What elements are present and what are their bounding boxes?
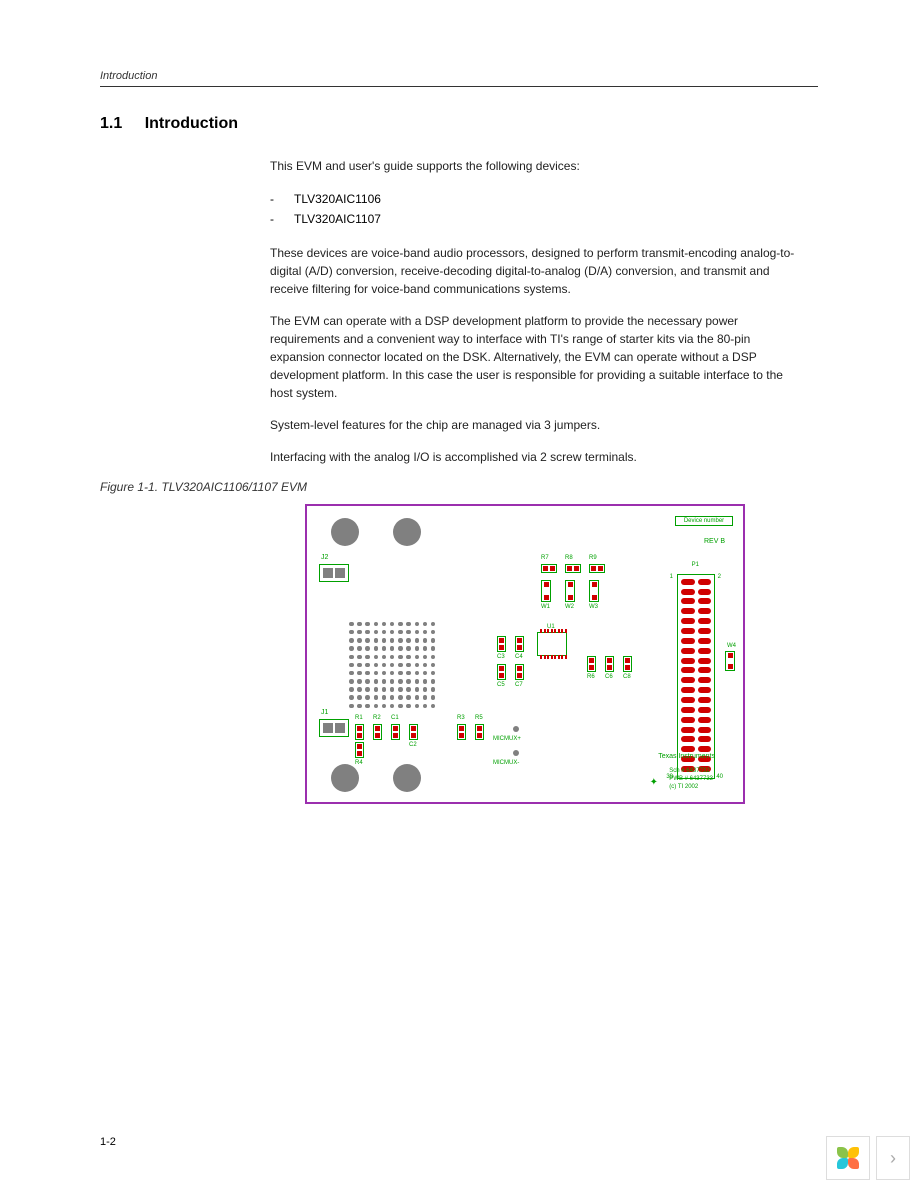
ti-company: Texas Instruments	[658, 753, 715, 760]
ic-label: U1	[547, 624, 555, 630]
ti-line: PWB # 6437733	[669, 776, 713, 784]
smd-component	[355, 742, 364, 758]
figure-caption: Figure 1-1. TLV320AIC1106/1107 EVM	[100, 480, 818, 494]
mounting-hole	[331, 518, 359, 546]
component-label: R9	[589, 555, 597, 561]
smd-component	[373, 724, 382, 740]
component-label: C1	[391, 715, 399, 721]
smd-component	[565, 564, 581, 573]
mounting-hole	[331, 764, 359, 792]
component-label: R3	[457, 715, 465, 721]
section-heading: 1.1 Introduction	[100, 115, 818, 133]
device-list: TLV320AIC1106 TLV320AIC1107	[270, 189, 808, 230]
component-label: J1	[321, 709, 328, 716]
smd-component	[565, 580, 575, 602]
screw-terminal	[319, 719, 349, 737]
component-label: C7	[515, 682, 523, 688]
smd-component	[587, 656, 596, 672]
pcb-rev-label: REV B	[704, 538, 725, 545]
smd-component	[409, 724, 418, 740]
pcb-board-diagram: Device number REV B U1 P1 1 2 39 40 W4 ✦…	[305, 504, 745, 804]
smd-component	[589, 580, 599, 602]
proto-area-grid	[349, 622, 438, 711]
component-label: C2	[409, 742, 417, 748]
list-item: TLV320AIC1106	[270, 189, 808, 209]
connector-label: P1	[692, 562, 699, 568]
component-label: C6	[605, 674, 613, 680]
viewer-controls: ›	[826, 1136, 910, 1180]
pin-label: 1	[670, 574, 673, 580]
page-content: Introduction 1.1 Introduction This EVM a…	[0, 0, 918, 844]
smd-component	[475, 724, 484, 740]
list-item: TLV320AIC1107	[270, 209, 808, 229]
component-label: R2	[373, 715, 381, 721]
ti-line: (c) TI 2002	[669, 784, 713, 792]
ic-u1	[537, 632, 567, 656]
pcb-title-box: Device number	[675, 516, 733, 526]
component-label: W4	[727, 643, 736, 649]
smd-component	[497, 664, 506, 680]
net-label: MICMUX-	[493, 760, 519, 766]
smd-component	[457, 724, 466, 740]
ti-logo-icon: ✦	[650, 777, 658, 788]
smd-component	[541, 580, 551, 602]
section-title: Introduction	[145, 115, 238, 132]
component-label: R5	[475, 715, 483, 721]
component-label: C8	[623, 674, 631, 680]
ti-line: Sch # 6437732	[669, 768, 713, 776]
screw-terminal	[319, 564, 349, 582]
figure-container: Device number REV B U1 P1 1 2 39 40 W4 ✦…	[305, 504, 818, 804]
component-label: W2	[565, 604, 574, 610]
page-number: 1-2	[100, 1136, 116, 1148]
component-label: R8	[565, 555, 573, 561]
component-label: R7	[541, 555, 549, 561]
smd-component	[605, 656, 614, 672]
paragraph: The EVM can operate with a DSP developme…	[270, 312, 808, 402]
intro-paragraph: This EVM and user's guide supports the f…	[270, 157, 808, 175]
paragraph: Interfacing with the analog I/O is accom…	[270, 448, 808, 466]
component-label: W1	[541, 604, 550, 610]
component-label: R4	[355, 760, 363, 766]
header-rule	[100, 86, 818, 87]
smd-component	[541, 564, 557, 573]
next-page-button[interactable]: ›	[876, 1136, 910, 1180]
pin-label: 40	[716, 774, 723, 780]
component-label: W3	[589, 604, 598, 610]
body-text: This EVM and user's guide supports the f…	[270, 157, 808, 466]
running-header: Introduction	[100, 70, 818, 82]
ti-info-block: Sch # 6437732 PWB # 6437733 (c) TI 2002	[669, 768, 713, 791]
smd-component	[515, 664, 524, 680]
smd-component	[623, 656, 632, 672]
chevron-right-icon: ›	[890, 1148, 896, 1169]
app-logo-button[interactable]	[826, 1136, 870, 1180]
smd-component	[497, 636, 506, 652]
component-label: C4	[515, 654, 523, 660]
smd-component	[355, 724, 364, 740]
smd-component	[391, 724, 400, 740]
mounting-hole	[393, 764, 421, 792]
net-label: MICMUX+	[493, 736, 521, 742]
pin-label: 2	[718, 574, 721, 580]
via	[513, 750, 519, 756]
component-label: R1	[355, 715, 363, 721]
smd-component	[515, 636, 524, 652]
component-label: C3	[497, 654, 505, 660]
paragraph: System-level features for the chip are m…	[270, 416, 808, 434]
mounting-hole	[393, 518, 421, 546]
smd-component	[589, 564, 605, 573]
logo-icon	[837, 1147, 859, 1169]
component-label: J2	[321, 554, 328, 561]
via	[513, 726, 519, 732]
connector-p1	[677, 574, 715, 779]
component-label: R6	[587, 674, 595, 680]
section-number: 1.1	[100, 115, 122, 132]
component-label: C5	[497, 682, 505, 688]
jumper-w4	[725, 651, 735, 671]
paragraph: These devices are voice-band audio proce…	[270, 244, 808, 298]
